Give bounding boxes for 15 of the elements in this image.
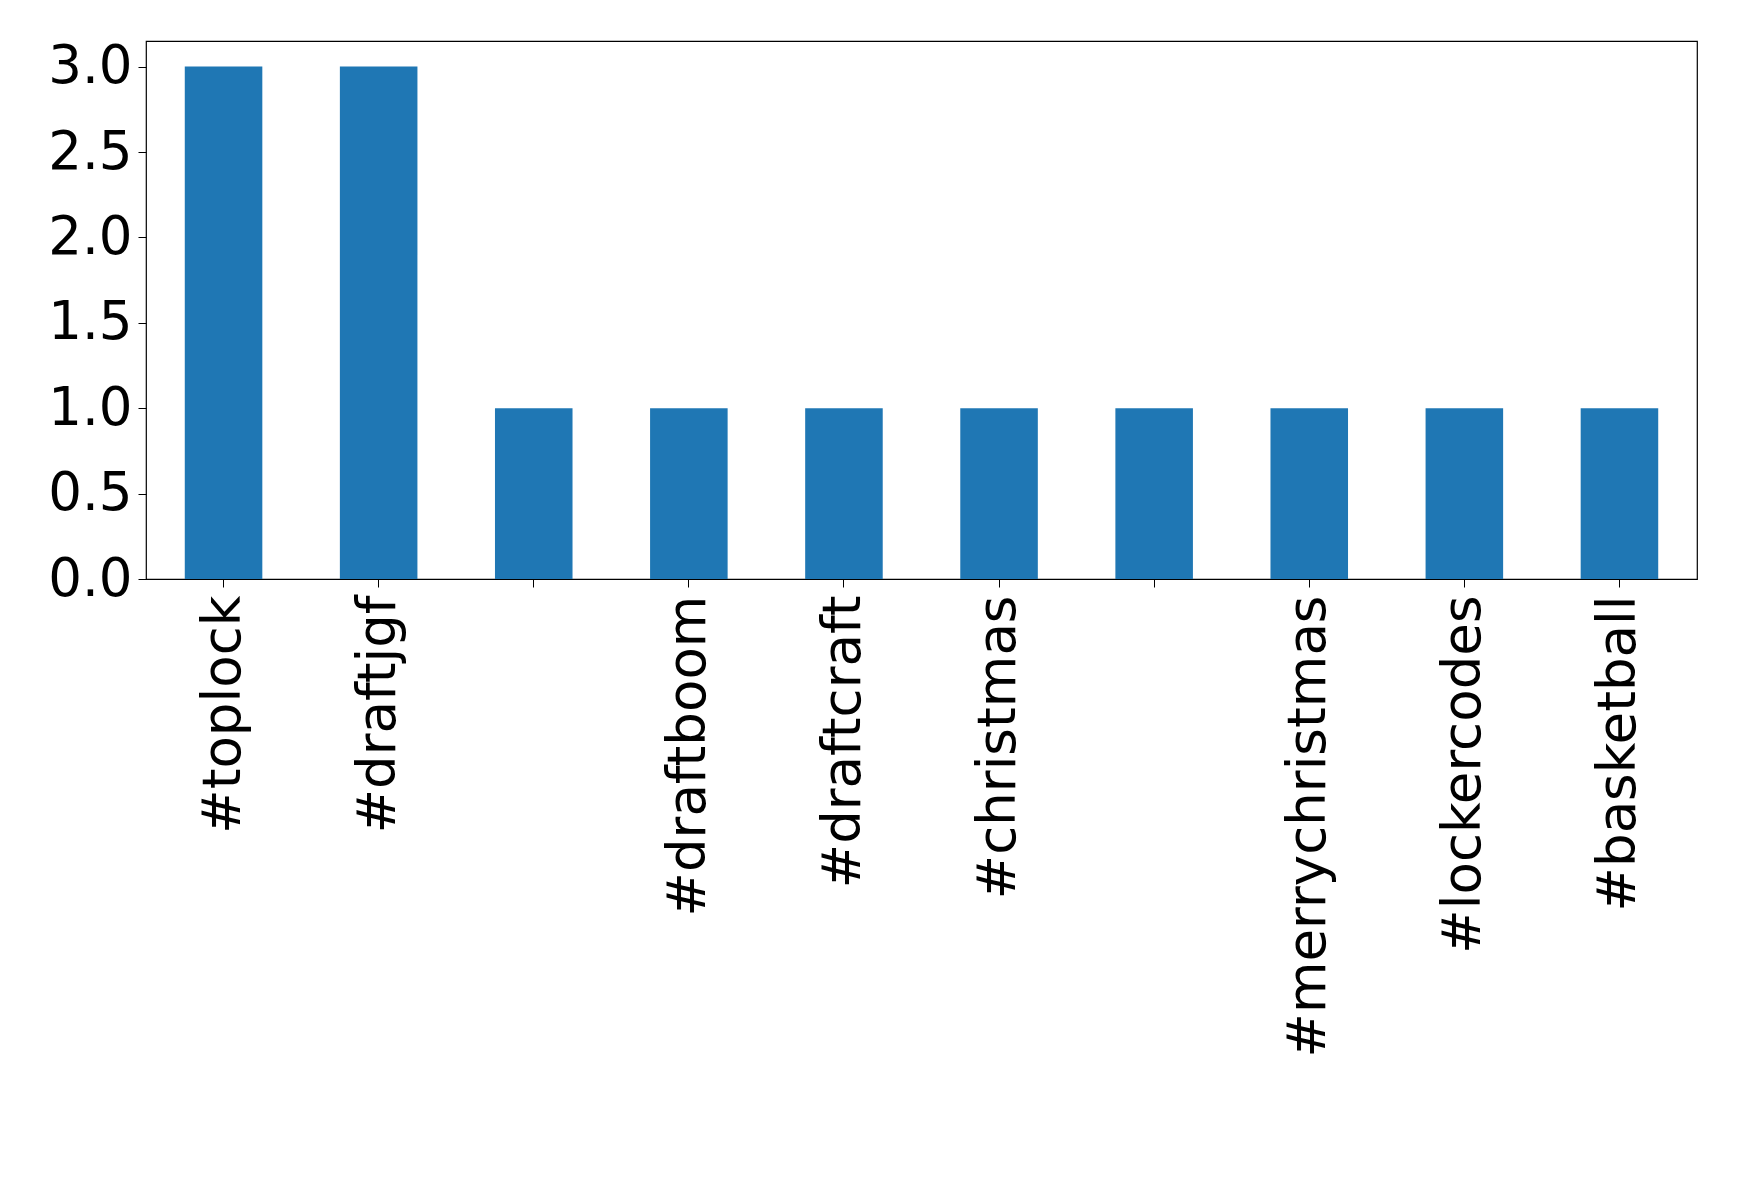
y-tick-label: 1.0 (48, 375, 133, 437)
y-tick-label: 3.0 (48, 34, 133, 96)
y-tick-label: 2.5 (48, 119, 133, 181)
x-tick-label: #lockercodes (1431, 595, 1493, 954)
x-tick-label: #merrychristmas (1276, 595, 1338, 1058)
x-tick-label: #christmas (966, 595, 1028, 900)
y-tick-label: 0.5 (48, 461, 133, 523)
y-tick-label: 2.0 (48, 204, 133, 266)
x-tick-label: #draftcraft (810, 595, 872, 889)
y-tick-label: 0.0 (48, 546, 133, 608)
y-tick-label: 1.5 (48, 290, 133, 352)
x-tick-label: #basketball (1586, 595, 1648, 912)
x-tick-label: #draftjgf (345, 594, 407, 834)
x-tick-label: #toplock (190, 595, 252, 834)
x-tick-label: #draftboom (655, 595, 717, 917)
